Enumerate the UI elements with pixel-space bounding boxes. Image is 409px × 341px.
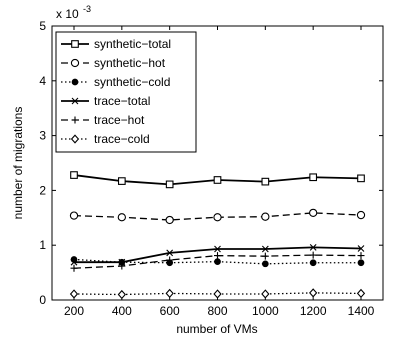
data-point <box>357 174 365 183</box>
legend-item: synthetic−cold <box>61 75 170 89</box>
data-point <box>214 245 221 253</box>
legend-swatch-marker <box>70 58 80 68</box>
legend-item: trace−hot <box>61 113 145 127</box>
data-point <box>165 215 174 225</box>
data-point <box>261 212 270 221</box>
data-point <box>357 259 365 267</box>
x-axis-label: number of VMs <box>176 322 257 336</box>
series <box>70 251 365 272</box>
data-point <box>118 262 126 270</box>
data-point <box>213 176 222 184</box>
series <box>69 208 366 225</box>
y-axis: 0 1 2 3 4 5 <box>39 19 383 307</box>
data-point <box>309 259 317 267</box>
data-point <box>213 289 222 299</box>
x-tick-label: 600 <box>160 304 180 318</box>
data-point <box>70 264 78 272</box>
x-tick-label: 200 <box>64 304 84 318</box>
data-point <box>213 213 222 222</box>
data-point <box>165 288 174 299</box>
y-tick-label: 1 <box>39 238 46 252</box>
data-point <box>117 289 126 300</box>
legend-item: synthetic−total <box>61 37 171 51</box>
data-point <box>356 210 366 220</box>
data-point <box>166 256 174 264</box>
y-axis-label: number of migrations <box>11 107 25 220</box>
legend-item: trace−cold <box>61 132 150 146</box>
x-tick-label: 400 <box>112 304 132 318</box>
legend-swatch-marker <box>71 40 79 48</box>
legend-swatch-marker <box>71 78 79 86</box>
x-axis: 200 400 600 800 1000 1200 1400 <box>64 26 375 318</box>
x-tick-label: 1400 <box>348 304 375 318</box>
legend-swatch-marker <box>71 97 79 105</box>
series <box>69 288 366 300</box>
data-point <box>309 244 317 251</box>
legend-label: synthetic−total <box>94 37 171 51</box>
data-point <box>166 249 174 257</box>
data-point <box>214 252 221 260</box>
data-point <box>261 252 269 260</box>
x-tick-label: 1000 <box>252 304 279 318</box>
data-point <box>309 288 318 298</box>
legend-item: synthetic−hot <box>61 56 166 70</box>
legend-box <box>55 31 197 153</box>
legend: synthetic−total synthetic−hot synthetic−co… <box>55 31 197 153</box>
legend-label: synthetic−hot <box>94 56 166 70</box>
y-multiplier-exponent: -3 <box>83 4 91 14</box>
data-point <box>118 258 126 266</box>
data-point <box>309 173 318 182</box>
series-layer <box>69 171 366 300</box>
data-point <box>117 213 126 222</box>
data-point <box>70 171 78 179</box>
data-point <box>117 177 126 185</box>
series <box>70 171 365 189</box>
data-point <box>261 289 270 299</box>
data-point <box>214 258 221 265</box>
data-point <box>309 208 318 218</box>
data-point <box>261 245 269 253</box>
x-tick-label: 800 <box>207 304 227 318</box>
legend-label: synthetic−cold <box>94 75 170 89</box>
legend-label: trace−hot <box>94 113 145 127</box>
y-tick-label: 3 <box>39 129 46 143</box>
data-point <box>357 245 365 252</box>
data-point <box>69 289 79 299</box>
y-tick-label: 5 <box>39 19 46 33</box>
data-point <box>357 252 365 260</box>
data-point <box>70 258 78 266</box>
y-multiplier-base: x 10 <box>56 7 79 21</box>
legend-swatch-marker <box>70 134 80 144</box>
data-point <box>261 177 270 186</box>
legend-item: trace−total <box>61 94 150 108</box>
x-tick-label: 1200 <box>300 304 327 318</box>
series <box>70 244 365 266</box>
y-tick-label: 0 <box>39 293 46 307</box>
data-point <box>165 180 174 189</box>
data-point <box>69 211 79 220</box>
y-tick-label: 2 <box>39 183 46 197</box>
y-multiplier: x 10 -3 <box>56 4 91 21</box>
data-point <box>261 260 269 268</box>
legend-label: trace−cold <box>94 132 150 146</box>
data-point <box>356 288 366 299</box>
legend-swatch-marker <box>71 116 79 124</box>
legend-label: trace−total <box>94 94 150 108</box>
y-tick-label: 4 <box>39 74 46 88</box>
data-point <box>309 251 317 259</box>
